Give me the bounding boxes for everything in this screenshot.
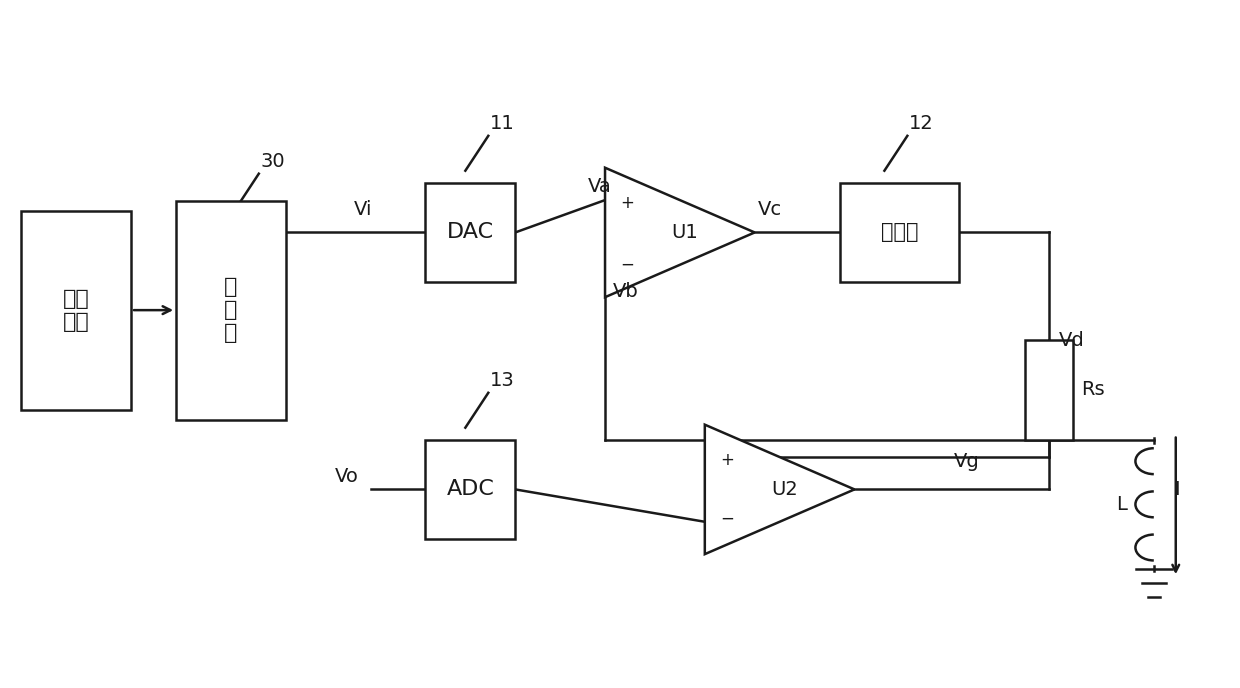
Text: 积分器: 积分器 bbox=[880, 222, 918, 242]
Text: Va: Va bbox=[588, 177, 611, 195]
Text: Vd: Vd bbox=[1059, 330, 1085, 350]
Text: 用户
设定: 用户 设定 bbox=[63, 288, 89, 332]
Text: −: − bbox=[719, 510, 734, 528]
Bar bbox=[839, 182, 960, 282]
Text: +: + bbox=[620, 194, 634, 213]
Text: 调
节
器: 调 节 器 bbox=[224, 277, 238, 343]
Text: Vg: Vg bbox=[955, 451, 980, 471]
Text: Rs: Rs bbox=[1081, 380, 1105, 399]
Text: Vc: Vc bbox=[758, 200, 781, 219]
Text: −: − bbox=[620, 256, 634, 274]
Bar bbox=[21, 211, 131, 410]
Polygon shape bbox=[704, 424, 854, 554]
Text: 11: 11 bbox=[490, 114, 515, 133]
Text: ADC: ADC bbox=[446, 480, 495, 499]
Bar bbox=[425, 440, 516, 539]
Bar bbox=[425, 182, 516, 282]
Text: +: + bbox=[719, 451, 734, 469]
Text: Vi: Vi bbox=[355, 200, 373, 219]
Text: Vb: Vb bbox=[613, 282, 639, 301]
Text: 13: 13 bbox=[490, 371, 515, 390]
Text: 12: 12 bbox=[909, 114, 934, 133]
Polygon shape bbox=[605, 168, 755, 297]
Text: U1: U1 bbox=[672, 223, 698, 242]
Text: 30: 30 bbox=[260, 151, 285, 171]
Bar bbox=[176, 201, 285, 420]
Text: L: L bbox=[1116, 495, 1127, 514]
Text: DAC: DAC bbox=[446, 222, 494, 242]
Text: Vo: Vo bbox=[335, 467, 358, 486]
Text: U2: U2 bbox=[771, 480, 799, 499]
Bar bbox=[1025, 340, 1073, 440]
Text: I: I bbox=[1174, 480, 1179, 499]
